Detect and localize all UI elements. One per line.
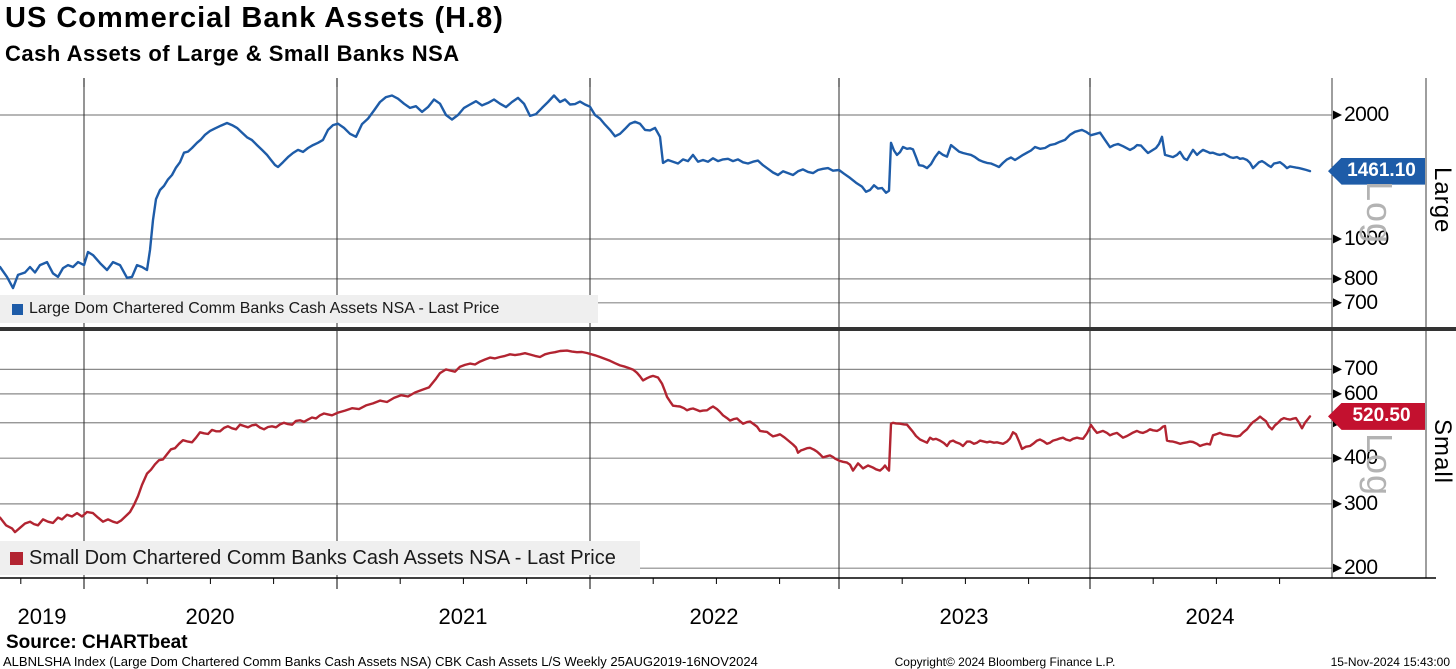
- legend-marker-small-icon: [10, 551, 23, 565]
- series-line-small: [0, 349, 1312, 534]
- panel-separator: [0, 327, 1456, 331]
- tick-arrow-icon: [1333, 110, 1342, 120]
- x-tick-label-year: 2020: [185, 604, 235, 629]
- y-tick-label: 700: [1344, 290, 1378, 314]
- y-tick-label: 400: [1344, 446, 1378, 470]
- y-tick-label: 300: [1344, 491, 1378, 515]
- x-tick-label-year: 2019: [17, 604, 67, 629]
- copyright-note: Copyright© 2024 Bloomberg Finance L.P.: [894, 655, 1116, 669]
- legend-label-large: Large Dom Chartered Comm Banks Cash Asse…: [29, 300, 500, 317]
- ticker-description: ALBNLSHA Index (Large Dom Chartered Comm…: [3, 654, 758, 669]
- series-line-large: [0, 94, 1312, 290]
- y-tick-label: 800: [1344, 266, 1378, 290]
- tick-arrow-icon: [1333, 453, 1342, 463]
- tick-arrow-icon: [1333, 563, 1342, 573]
- tick-arrow-icon: [1333, 389, 1342, 399]
- timestamp: 15-Nov-2024 15:43:00: [1330, 655, 1450, 669]
- legend-large: Large Dom Chartered Comm Banks Cash Asse…: [0, 295, 598, 323]
- tick-arrow-icon: [1333, 274, 1342, 284]
- legend-small: Small Dom Chartered Comm Banks Cash Asse…: [0, 541, 640, 575]
- tick-arrow-icon: [1333, 234, 1342, 244]
- y-tick-label: 1000: [1344, 226, 1389, 250]
- y-tick-label: 700: [1344, 357, 1378, 381]
- legend-marker-large-icon: [12, 303, 23, 315]
- chart-subtitle: Cash Assets of Large & Small Banks NSA: [5, 41, 460, 66]
- tick-arrow-icon: [1333, 499, 1342, 509]
- y-tick-label: 2000: [1344, 102, 1389, 126]
- x-tick-label-year: 2022: [689, 604, 739, 629]
- page-title: US Commercial Bank Assets (H.8): [5, 2, 504, 34]
- panel-name-small: Small: [1429, 419, 1456, 485]
- x-tick-label-year: 2021: [438, 604, 488, 629]
- last-price-tag-large: 1461.10: [1328, 157, 1425, 185]
- tick-arrow-icon: [1333, 298, 1342, 308]
- last-price-tag-small: 520.50: [1328, 402, 1425, 430]
- log-scale-label-bottom: Log: [1359, 433, 1400, 497]
- log-scale-label-top: Log: [1359, 181, 1400, 245]
- panel-name-large: Large: [1429, 167, 1456, 234]
- x-tick-label-year: 2023: [939, 604, 989, 629]
- legend-label-small: Small Dom Chartered Comm Banks Cash Asse…: [29, 546, 616, 569]
- y-tick-label: 600: [1344, 381, 1378, 405]
- x-tick-label-year: 2024: [1185, 604, 1235, 629]
- y-tick-label: 200: [1344, 556, 1378, 580]
- tick-arrow-icon: [1333, 364, 1342, 374]
- source-note: Source: CHARTbeat: [6, 632, 188, 653]
